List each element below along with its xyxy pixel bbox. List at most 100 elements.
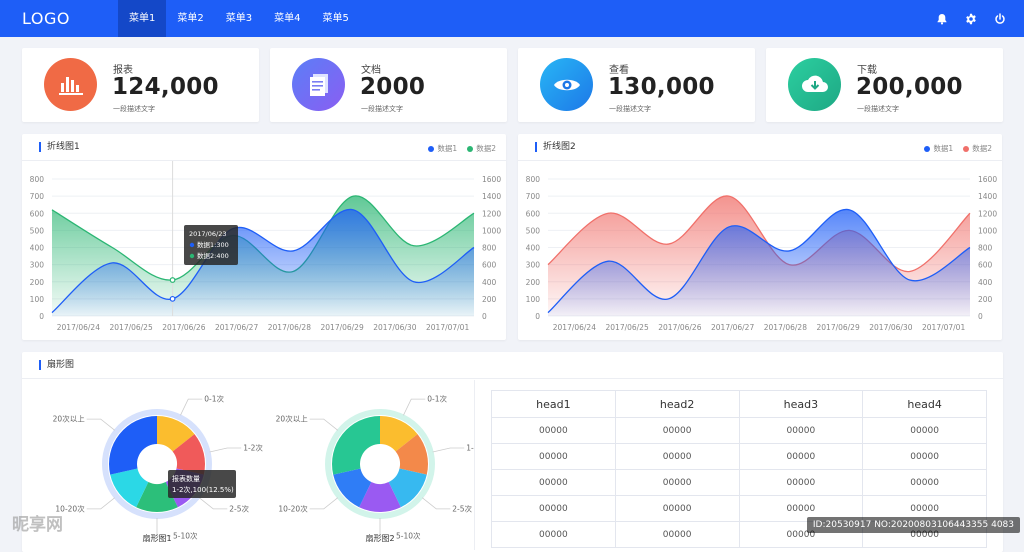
y-tick-label: 600 <box>526 209 541 218</box>
legend-label: 数据2 <box>972 143 992 154</box>
pie-title: 扇形图2 <box>365 533 394 543</box>
pie-label: 0-1次 <box>204 394 224 404</box>
menu-item-5[interactable]: 菜单5 <box>312 0 360 37</box>
table-cell: 00000 <box>492 444 616 470</box>
x-tick-label: 2017/06/26 <box>162 323 205 332</box>
stat-desc: 一段描述文字 <box>609 104 651 114</box>
panel-title: 扇形图 <box>39 360 74 370</box>
pie-label-line <box>433 448 465 452</box>
y-tick-label: 400 <box>30 244 45 253</box>
main-menu: 菜单1 菜单2 菜单3 菜单4 菜单5 <box>118 0 360 37</box>
x-tick-label: 2017/06/25 <box>606 323 649 332</box>
y2-tick-label: 800 <box>978 244 993 253</box>
pie-label: 1-2次 <box>243 442 263 452</box>
legend-label: 数据1 <box>933 143 953 154</box>
table-header[interactable]: head2 <box>615 391 739 418</box>
y2-tick-label: 200 <box>482 295 497 304</box>
pie-label-line <box>87 419 115 430</box>
logo[interactable]: LOGO <box>22 9 118 28</box>
pie-label: 2-5次 <box>452 503 472 513</box>
legend-item[interactable]: 数据1 <box>428 143 457 154</box>
x-tick-label: 2017/06/24 <box>57 323 100 332</box>
x-tick-label: 2017/06/27 <box>711 323 754 332</box>
pie-tooltip-value: 1-2次,100(12.5%) <box>172 485 234 494</box>
pie-label-line <box>403 399 425 415</box>
stat-desc: 一段描述文字 <box>113 104 155 114</box>
stat-value: 124,000 <box>112 74 219 100</box>
y2-tick-label: 800 <box>482 244 497 253</box>
data-point <box>170 278 175 283</box>
table-header[interactable]: head3 <box>739 391 863 418</box>
pie-charts[interactable]: 0-1次1-2次2-5次5-10次10-20次20次以上扇形图10-1次1-2次… <box>22 380 474 552</box>
menu-item-1[interactable]: 菜单1 <box>118 0 166 37</box>
menu-item-3[interactable]: 菜单3 <box>215 0 263 37</box>
download-icon <box>788 58 841 111</box>
table-cell: 00000 <box>739 444 863 470</box>
stat-card-downloads: 下载 200,000 一段描述文字 <box>766 48 1003 122</box>
legend-item[interactable]: 数据1 <box>924 143 953 154</box>
table-cell: 00000 <box>615 444 739 470</box>
table-cell: 00000 <box>615 470 739 496</box>
tooltip-line2: 数据2:400 <box>197 251 229 260</box>
x-tick-label: 2017/06/28 <box>764 323 807 332</box>
document-icon <box>292 58 345 111</box>
table-cell: 00000 <box>863 418 987 444</box>
stat-card-views: 查看 130,000 一段描述文字 <box>518 48 755 122</box>
stat-value: 200,000 <box>856 74 963 100</box>
y2-tick-label: 1400 <box>482 192 501 201</box>
y-tick-label: 0 <box>535 312 540 321</box>
y2-tick-label: 0 <box>978 312 983 321</box>
x-tick-label: 2017/06/29 <box>321 323 364 332</box>
y-tick-label: 800 <box>30 175 45 184</box>
watermark-logo: 昵享网 <box>12 510 63 535</box>
eye-icon <box>540 58 593 111</box>
y2-tick-label: 1600 <box>978 175 997 184</box>
bell-icon[interactable] <box>936 13 948 25</box>
legend-item[interactable]: 数据2 <box>467 143 496 154</box>
table-header[interactable]: head4 <box>863 391 987 418</box>
x-tick-label: 2017/06/27 <box>215 323 258 332</box>
y2-tick-label: 200 <box>978 295 993 304</box>
legend-label: 数据1 <box>437 143 457 154</box>
x-tick-label: 2017/06/29 <box>817 323 860 332</box>
legend-item[interactable]: 数据2 <box>963 143 992 154</box>
table-cell: 00000 <box>739 418 863 444</box>
menu-item-2[interactable]: 菜单2 <box>166 0 214 37</box>
y2-tick-label: 600 <box>978 261 993 270</box>
pie-label-line <box>180 399 202 415</box>
menu-item-4[interactable]: 菜单4 <box>263 0 311 37</box>
pie-label: 10-20次 <box>278 503 308 513</box>
y2-tick-label: 400 <box>482 278 497 287</box>
y-tick-label: 300 <box>30 261 45 270</box>
bar-chart-icon <box>44 58 97 111</box>
panel-title: 折线图1 <box>39 142 80 152</box>
x-tick-label: 2017/07/01 <box>426 323 469 332</box>
y-tick-label: 400 <box>526 244 541 253</box>
stat-value: 130,000 <box>608 74 715 100</box>
y-tick-label: 500 <box>30 226 45 235</box>
stat-desc: 一段描述文字 <box>857 104 899 114</box>
table-cell: 00000 <box>863 444 987 470</box>
y2-tick-label: 1200 <box>978 209 997 218</box>
pie-label: 20次以上 <box>53 414 86 424</box>
x-tick-label: 2017/06/24 <box>553 323 596 332</box>
top-navbar: LOGO 菜单1 菜单2 菜单3 菜单4 菜单5 <box>0 0 1024 37</box>
power-icon[interactable] <box>994 13 1006 25</box>
x-tick-label: 2017/06/30 <box>869 323 912 332</box>
y2-tick-label: 600 <box>482 261 497 270</box>
y2-tick-label: 400 <box>978 278 993 287</box>
pie-title: 扇形图1 <box>142 533 171 543</box>
table-header[interactable]: head1 <box>492 391 616 418</box>
y2-tick-label: 1600 <box>482 175 501 184</box>
gear-icon[interactable] <box>965 13 977 25</box>
divider <box>474 380 475 550</box>
panel-title: 折线图2 <box>535 142 576 152</box>
table-cell: 00000 <box>492 496 616 522</box>
y2-tick-label: 1000 <box>978 226 997 235</box>
